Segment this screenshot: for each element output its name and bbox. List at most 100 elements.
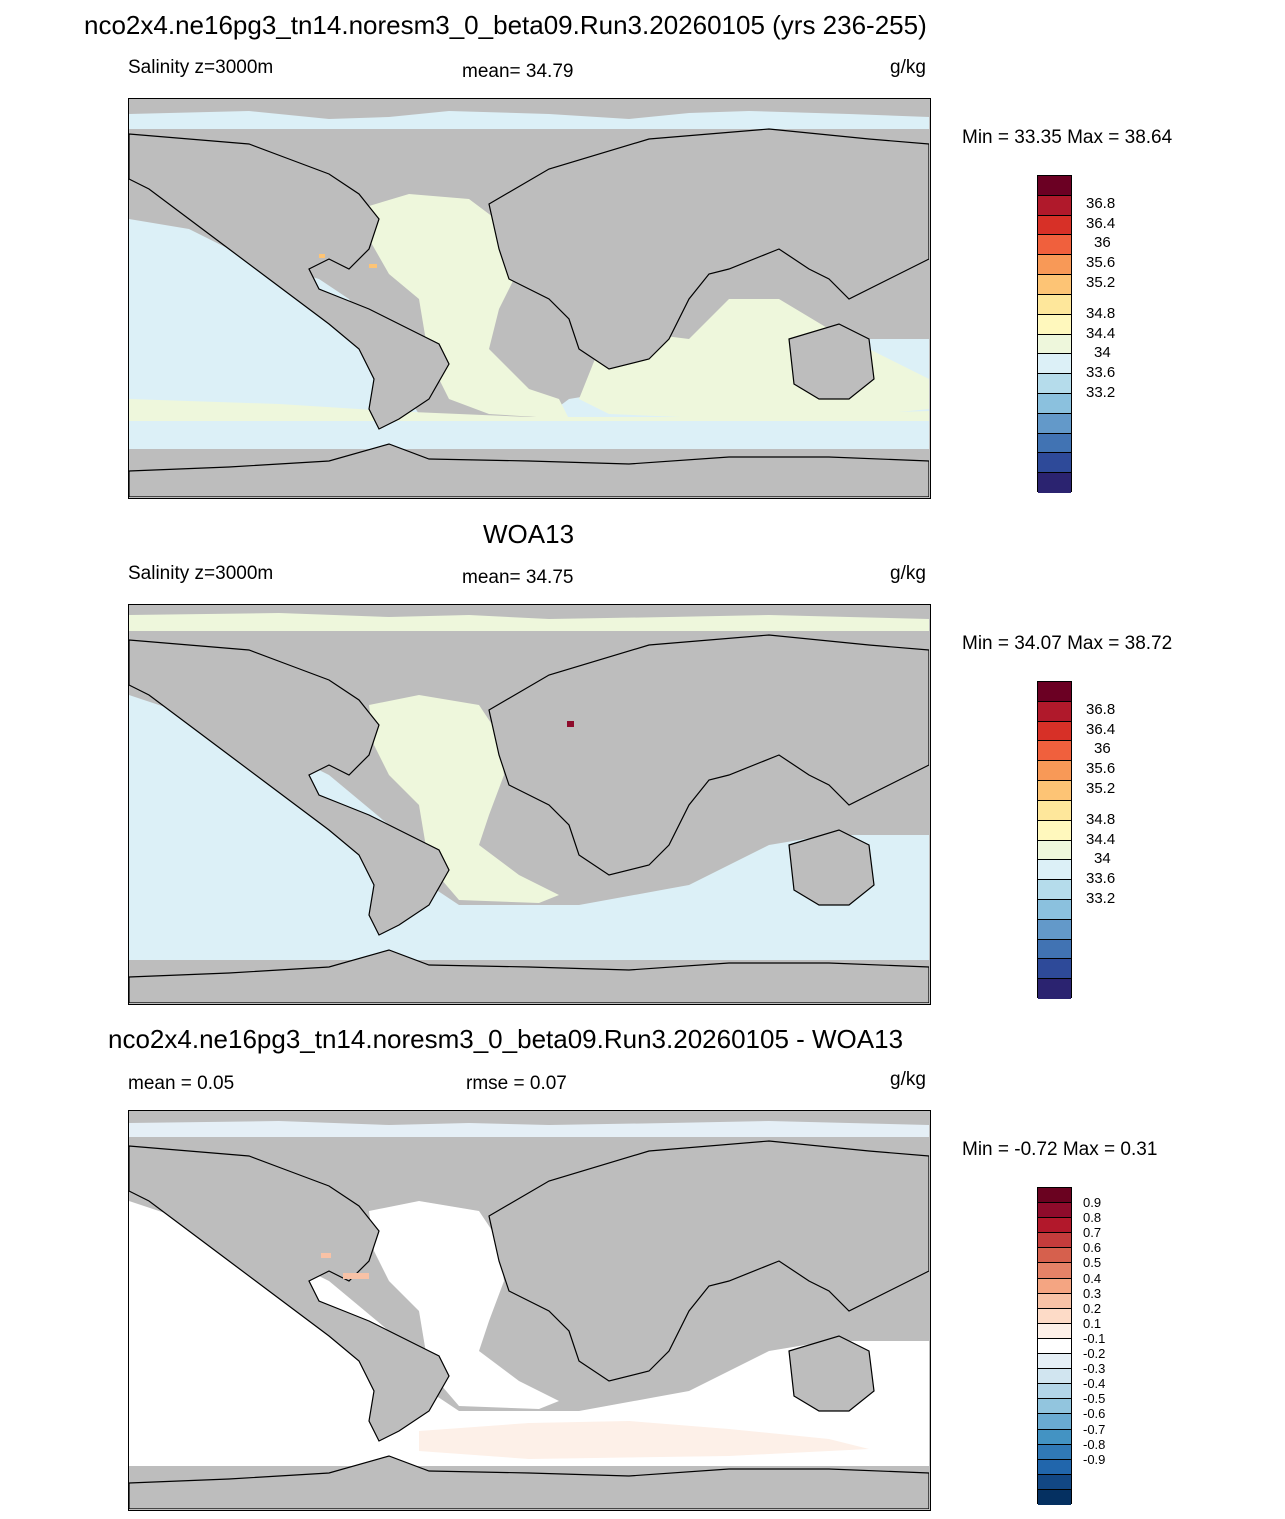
colorbar-tick-label: 33.6 xyxy=(1086,870,1116,888)
figure-title: nco2x4.ne16pg3_tn14.noresm3_0_beta09.Run… xyxy=(84,10,927,40)
colorbar-tick-label: -0.8 xyxy=(1083,1436,1106,1452)
colorbar-segment xyxy=(1038,1444,1071,1460)
panel1-antarctica xyxy=(129,443,929,497)
panel1-caribbean-spot xyxy=(319,254,325,258)
colorbar-segment xyxy=(1038,294,1071,315)
colorbar-segment xyxy=(1038,374,1071,394)
panel2-australia xyxy=(788,829,875,906)
panel2-left-label: Salinity z=3000m xyxy=(128,563,274,584)
colorbar-tick-label: -0.7 xyxy=(1083,1421,1106,1437)
colorbar-tick-label: 34 xyxy=(1094,344,1111,362)
colorbar-segment xyxy=(1038,1293,1071,1309)
panel3-rmse-label: rmse = 0.07 xyxy=(466,1073,567,1094)
colorbar-tick-label: 0.5 xyxy=(1083,1255,1102,1271)
colorbar-tick-label: 34.8 xyxy=(1086,810,1116,828)
colorbar-segment xyxy=(1038,1399,1071,1415)
panel3-americas xyxy=(129,1145,450,1442)
panel2-atlantic xyxy=(369,695,559,903)
panel3-australia xyxy=(788,1335,875,1412)
panel2-mediterranean-spot xyxy=(567,721,574,727)
colorbar-tick-label: 33.2 xyxy=(1086,383,1116,401)
colorbar-segment xyxy=(1038,413,1071,434)
panel1-map xyxy=(128,98,931,499)
colorbar-tick-label: -0.5 xyxy=(1083,1391,1106,1407)
panel2-antarctica xyxy=(129,949,929,1003)
panel3-units: g/kg xyxy=(890,1069,926,1090)
colorbar-segment xyxy=(1038,979,1071,999)
colorbar-tick-label: 33.6 xyxy=(1086,364,1116,382)
colorbar-segment xyxy=(1038,1474,1071,1490)
colorbar-segment xyxy=(1038,1308,1071,1324)
panel3-arctic-strip xyxy=(129,1121,929,1137)
colorbar-segment xyxy=(1038,195,1071,216)
colorbar-tick-label: 34.8 xyxy=(1086,304,1116,322)
colorbar-segment xyxy=(1038,1233,1071,1249)
colorbar-segment xyxy=(1038,899,1071,920)
colorbar-segment xyxy=(1038,1489,1071,1505)
colorbar-segment xyxy=(1038,314,1071,335)
colorbar-segment xyxy=(1038,453,1071,474)
colorbar-tick-label: 0.4 xyxy=(1083,1270,1102,1286)
colorbar-segment xyxy=(1038,1218,1071,1234)
colorbar-tick-label: 0.3 xyxy=(1083,1285,1102,1301)
colorbar-tick-label: 35.6 xyxy=(1086,760,1116,778)
colorbar-tick-label: -0.9 xyxy=(1083,1451,1106,1467)
colorbar-segment xyxy=(1038,1323,1071,1339)
panel1-gulf-spot xyxy=(369,264,377,268)
panel3-heading: nco2x4.ne16pg3_tn14.noresm3_0_beta09.Run… xyxy=(108,1024,904,1054)
colorbar-tick-label: 0.9 xyxy=(1083,1195,1102,1211)
colorbar-segment xyxy=(1038,1278,1071,1294)
panel1-australia xyxy=(788,323,875,400)
colorbar-segment xyxy=(1038,176,1071,196)
colorbar-tick-label: -0.6 xyxy=(1083,1406,1106,1422)
colorbar-tick-label: 36.4 xyxy=(1086,720,1116,738)
panel3-afroeurasia xyxy=(488,1140,929,1382)
colorbar-tick-label: 34.4 xyxy=(1086,830,1116,848)
colorbar-tick-label: 33.2 xyxy=(1086,889,1116,907)
panel1-atlantic xyxy=(359,194,569,419)
colorbar-segment xyxy=(1038,473,1071,493)
panel2-map-svg xyxy=(129,605,929,1003)
colorbar-tick-label: 0.8 xyxy=(1083,1210,1102,1226)
colorbar-segment xyxy=(1038,860,1071,881)
panel2-units: g/kg xyxy=(890,563,926,584)
panel1-southern-band xyxy=(129,399,929,421)
colorbar-tick-label: 36.8 xyxy=(1086,700,1116,718)
colorbar-segment xyxy=(1038,354,1071,375)
colorbar-segment xyxy=(1038,334,1071,355)
colorbar-segment xyxy=(1038,701,1071,722)
colorbar-tick-label: 34 xyxy=(1094,850,1111,868)
panel3-caribbean-spot xyxy=(321,1253,331,1258)
colorbar-segment xyxy=(1038,1203,1071,1219)
colorbar-segment xyxy=(1038,1414,1071,1430)
colorbar-tick-label: 34.4 xyxy=(1086,324,1116,342)
panel3-southern-band xyxy=(419,1421,869,1459)
panel2-americas xyxy=(129,639,450,936)
colorbar-segment xyxy=(1038,433,1071,454)
panel3-north-pacific xyxy=(129,1211,364,1431)
colorbar-tick-label: 0.6 xyxy=(1083,1240,1102,1256)
colorbar-segment xyxy=(1038,1384,1071,1400)
colorbar-tick-label: -0.2 xyxy=(1083,1346,1106,1362)
colorbar-segment xyxy=(1038,939,1071,960)
panel1-map-svg xyxy=(129,99,929,497)
colorbar-tick-label: 35.2 xyxy=(1086,779,1116,797)
panel1-left-label: Salinity z=3000m xyxy=(128,57,274,78)
colorbar-segment xyxy=(1038,880,1071,900)
panel1-mean-label: mean= 34.79 xyxy=(462,61,574,82)
panel2-minmax: Min = 34.07 Max = 38.72 xyxy=(962,633,1173,654)
panel3-colorbar xyxy=(1037,1187,1072,1505)
colorbar-tick-label: 36.8 xyxy=(1086,194,1116,212)
colorbar-segment xyxy=(1038,959,1071,980)
colorbar-tick-label: -0.4 xyxy=(1083,1376,1106,1392)
panel2-colorbar xyxy=(1037,681,1072,999)
panel3-map-svg xyxy=(129,1111,929,1509)
panel1-southern-ocean xyxy=(129,421,929,449)
panel3-gulf-spot xyxy=(343,1273,369,1279)
panel1-minmax: Min = 33.35 Max = 38.64 xyxy=(962,127,1173,148)
colorbar-segment xyxy=(1038,255,1071,276)
panel3-map xyxy=(128,1110,931,1511)
colorbar-tick-label: 0.1 xyxy=(1083,1315,1102,1331)
panel3-minmax: Min = -0.72 Max = 0.31 xyxy=(962,1139,1158,1160)
panel2-map xyxy=(128,604,931,1005)
